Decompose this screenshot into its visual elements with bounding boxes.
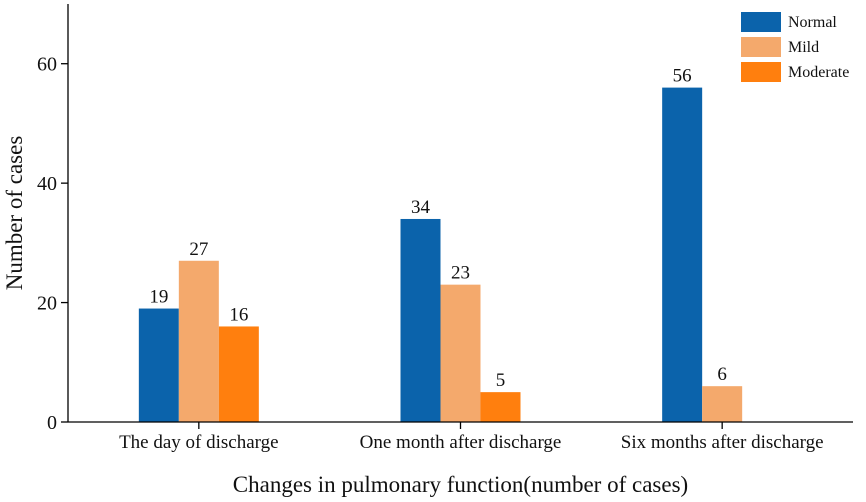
- legend-label-mild: Mild: [788, 39, 819, 56]
- legend-label-moderate: Moderate: [788, 64, 849, 81]
- data-label-mild-the-day-of-discharge: 27: [189, 239, 208, 260]
- data-label-normal-the-day-of-discharge: 19: [149, 287, 168, 308]
- data-label-moderate-one-month-after-discharge: 5: [496, 370, 506, 391]
- y-tick-label-40: 40: [37, 173, 57, 195]
- bars-layer: [138, 87, 743, 422]
- y-tick-label-0: 0: [47, 412, 57, 434]
- legend-label-normal: Normal: [788, 14, 837, 31]
- bar-mild-six-months-after-discharge: [702, 386, 743, 422]
- legend-swatch-mild: [741, 37, 781, 57]
- x-axis-ticks: The day of discharge One month after disc…: [119, 422, 824, 453]
- y-axis-title: Number of cases: [2, 136, 27, 291]
- data-label-moderate-the-day-of-discharge: 16: [229, 304, 248, 325]
- x-tick-label-six-months-after-discharge: Six months after discharge: [621, 432, 824, 453]
- data-label-normal-six-months-after-discharge: 56: [673, 66, 692, 87]
- legend: Normal Mild Moderate: [741, 12, 849, 82]
- data-labels-layer: 19 27 16 34 23 5 56 6: [149, 66, 727, 392]
- data-label-mild-six-months-after-discharge: 6: [717, 364, 727, 385]
- bar-moderate-one-month-after-discharge: [480, 392, 521, 422]
- bar-mild-the-day-of-discharge: [178, 260, 219, 422]
- bar-normal-six-months-after-discharge: [662, 87, 703, 422]
- x-axis-title: Changes in pulmonary function(number of …: [233, 472, 688, 497]
- bar-normal-one-month-after-discharge: [400, 218, 441, 422]
- data-label-mild-one-month-after-discharge: 23: [451, 263, 470, 284]
- y-tick-label-20: 20: [37, 293, 57, 315]
- x-tick-label-one-month-after-discharge: One month after discharge: [360, 432, 562, 453]
- bar-mild-one-month-after-discharge: [440, 284, 481, 422]
- bar-normal-the-day-of-discharge: [138, 308, 179, 422]
- bar-moderate-the-day-of-discharge: [218, 326, 259, 422]
- data-label-normal-one-month-after-discharge: 34: [411, 197, 431, 218]
- legend-swatch-normal: [741, 12, 781, 32]
- x-tick-label-the-day-of-discharge: The day of discharge: [119, 432, 279, 453]
- y-tick-label-60: 60: [37, 54, 57, 76]
- legend-swatch-moderate: [741, 62, 781, 82]
- y-axis-ticks: 0 20 40 60: [37, 54, 68, 434]
